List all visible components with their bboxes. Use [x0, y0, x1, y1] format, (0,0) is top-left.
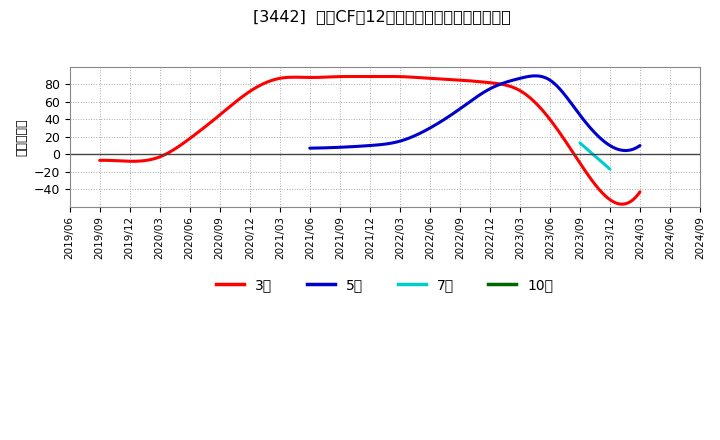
5年 [621, 148, 630, 153]
7年 [601, 162, 610, 168]
3年 [97, 158, 106, 163]
7年 [603, 164, 611, 169]
3年 [636, 189, 644, 194]
Y-axis label: （百万円）: （百万円） [15, 118, 28, 156]
Line: 7年: 7年 [580, 143, 610, 169]
3年 [95, 158, 104, 163]
7年 [575, 140, 584, 146]
7年 [576, 140, 585, 146]
3年 [419, 75, 428, 81]
5年 [508, 78, 516, 83]
5年 [501, 80, 510, 85]
5年 [636, 143, 644, 148]
7年 [594, 156, 603, 161]
3年 [618, 202, 626, 207]
Line: 3年: 3年 [99, 77, 640, 204]
Text: [3442]  営業CFの12か月移動合計の平均値の推移: [3442] 営業CFの12か月移動合計の平均値の推移 [253, 9, 510, 24]
7年 [606, 166, 614, 172]
5年 [305, 146, 314, 151]
Line: 5年: 5年 [310, 76, 640, 150]
3年 [428, 76, 436, 81]
3年 [384, 74, 393, 79]
3年 [587, 177, 595, 182]
3年 [417, 75, 426, 81]
Legend: 3年, 5年, 7年, 10年: 3年, 5年, 7年, 10年 [211, 272, 559, 297]
5年 [502, 80, 510, 85]
5年 [531, 73, 539, 78]
3年 [552, 126, 561, 132]
5年 [585, 124, 593, 129]
5年 [606, 143, 614, 148]
5年 [307, 146, 315, 151]
7年 [593, 156, 602, 161]
7年 [593, 156, 602, 161]
